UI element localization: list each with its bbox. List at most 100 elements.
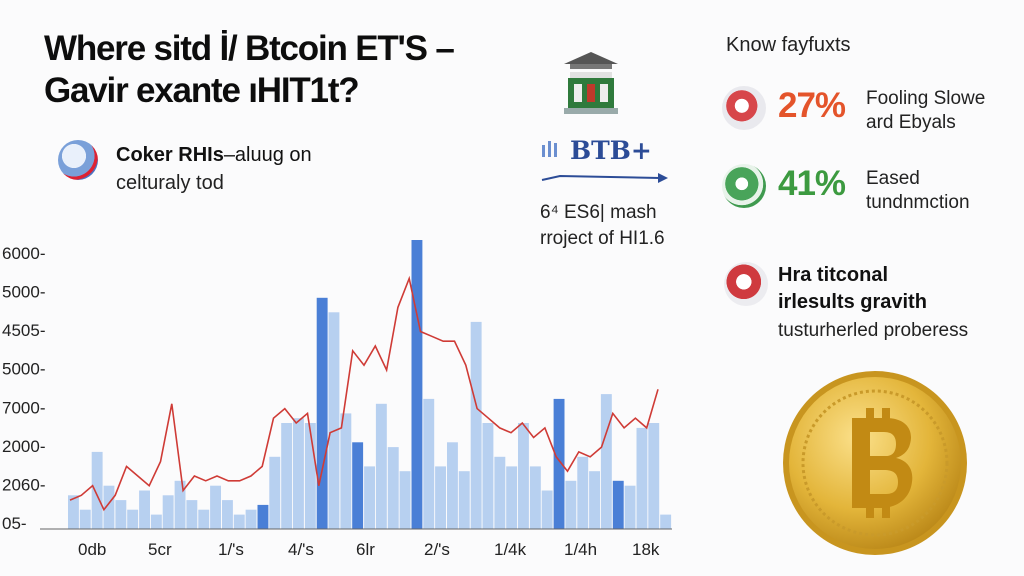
bar xyxy=(127,509,139,529)
center-caption-1: 6⁴ ES6| mash xyxy=(540,202,657,223)
y-tick-label: 5000- xyxy=(2,360,45,379)
bar xyxy=(269,456,281,530)
x-tick-label: 1/4h xyxy=(564,540,597,559)
trend-line xyxy=(69,275,659,512)
stat-1-label-1: Fooling Slowe xyxy=(866,88,986,109)
stat-1-value: 27% xyxy=(778,86,846,125)
building-icon xyxy=(564,52,618,114)
bar xyxy=(648,423,660,529)
y-tick-label: 05- xyxy=(2,514,27,533)
bar xyxy=(257,504,269,529)
note-line-2: irlesults gravith xyxy=(778,291,927,313)
bar xyxy=(304,423,316,529)
bar xyxy=(186,500,198,529)
bar xyxy=(103,485,115,529)
subtitle-bold: Coker RHIs xyxy=(116,144,224,166)
bar xyxy=(198,509,210,529)
bar xyxy=(470,321,482,529)
note-icon xyxy=(724,262,768,306)
bar xyxy=(636,427,648,529)
bar xyxy=(660,514,672,529)
x-tick-label: 1/4k xyxy=(494,540,527,559)
title-line-1: Where sitd İ/ Btcoin ET'S – xyxy=(44,29,455,68)
bar xyxy=(245,509,257,529)
trend-arrow-icon xyxy=(541,173,668,183)
stat-2-icon xyxy=(722,164,766,208)
note-line-3: tusturherled proberess xyxy=(778,320,969,341)
bar xyxy=(494,456,506,530)
x-tick-label: 1/'s xyxy=(218,540,244,559)
bar xyxy=(150,514,162,529)
facts-heading: Know fayfuxts xyxy=(726,34,851,56)
x-axis-labels: 0db 5cr 1/'s 4/'s 6lr 2/'s 1/4k 1/4h 18k xyxy=(78,540,660,559)
bar xyxy=(518,423,529,529)
stat-1-label-2: ard Ebyals xyxy=(866,112,956,133)
bar xyxy=(364,466,375,529)
x-tick-label: 18k xyxy=(632,540,660,559)
bar xyxy=(482,423,494,529)
stat-2-label-2: tundnmction xyxy=(866,192,970,213)
subtitle-line-1: Coker RHIs–aluug on xyxy=(116,144,312,167)
bar xyxy=(210,485,221,529)
page-title: Where sitd İ/ Btcoin ET'S – Gavir exante… xyxy=(44,28,564,112)
bar xyxy=(281,423,293,529)
y-tick-label: 2000- xyxy=(2,437,45,456)
stat-2-value: 41% xyxy=(778,164,846,203)
x-tick-label: 4/'s xyxy=(288,540,314,559)
bar xyxy=(387,447,399,529)
bar xyxy=(79,509,91,529)
bar xyxy=(435,466,446,529)
bar-line-chart: 6000- 5000- 4505- 5000- 7000- 2000- 2060- 05- 0… xyxy=(2,240,672,559)
bar xyxy=(139,490,150,529)
bar xyxy=(612,480,624,529)
bar xyxy=(447,442,458,529)
x-tick-label: 2/'s xyxy=(424,540,450,559)
stat-2-label-1: Eased xyxy=(866,168,920,189)
x-tick-label: 0db xyxy=(78,540,106,559)
subtitle-line-2: celturaly tod xyxy=(116,172,224,194)
note-line-1: Hra titconal xyxy=(778,264,889,286)
y-tick-label: 4505- xyxy=(2,321,45,340)
bar xyxy=(115,500,127,529)
bar xyxy=(352,442,364,529)
bar xyxy=(411,240,423,529)
y-tick-label: 5000- xyxy=(2,283,45,302)
bar xyxy=(577,456,589,530)
x-tick-label: 6lr xyxy=(356,540,375,559)
y-tick-label: 6000- xyxy=(2,244,45,263)
bar xyxy=(506,466,518,529)
bitcoin-coin-icon xyxy=(783,371,967,555)
bar xyxy=(328,312,340,530)
title-line-2: Gavir exante ıHIT1t? xyxy=(44,71,360,110)
bar xyxy=(541,490,553,529)
x-tick-label: 5cr xyxy=(148,540,172,559)
bar xyxy=(91,451,103,529)
center-caption-2: rroject of HI1.6 xyxy=(540,228,665,249)
bar xyxy=(68,495,79,529)
bar xyxy=(222,500,233,529)
bar xyxy=(565,480,577,529)
chart-bars-icon xyxy=(542,141,557,157)
bar xyxy=(624,485,636,529)
bar xyxy=(600,394,612,529)
bar xyxy=(233,514,245,529)
bar xyxy=(399,471,411,529)
subtitle-rest: –aluug on xyxy=(223,144,312,166)
bar xyxy=(589,471,600,529)
bar xyxy=(423,398,435,529)
y-axis-labels: 6000- 5000- 4505- 5000- 7000- 2000- 2060- 05- xyxy=(2,244,45,533)
btb-badge: BTB+ xyxy=(570,136,652,165)
bar xyxy=(162,495,174,529)
bar xyxy=(174,480,186,529)
bar xyxy=(458,471,470,529)
bar xyxy=(529,466,541,529)
globe-icon xyxy=(58,140,98,180)
bar xyxy=(375,403,387,529)
bar xyxy=(293,418,304,529)
bar xyxy=(553,398,565,529)
bars-group xyxy=(68,240,672,530)
y-tick-label: 2060- xyxy=(2,475,45,494)
stat-1-icon xyxy=(722,86,766,130)
y-tick-label: 7000- xyxy=(2,398,45,417)
bar xyxy=(316,297,328,529)
